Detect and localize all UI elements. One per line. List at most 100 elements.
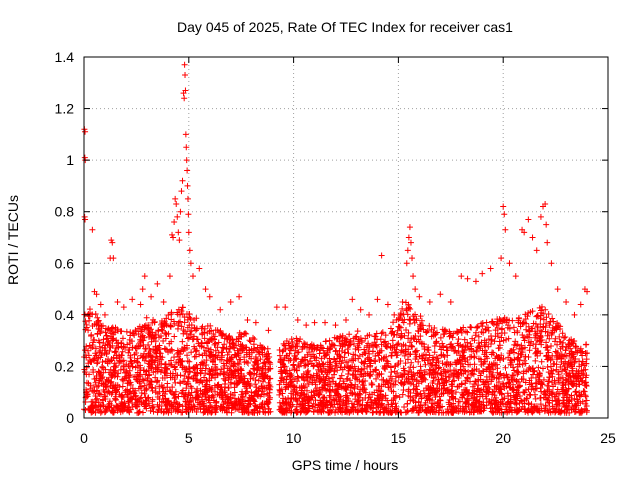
data-point — [533, 247, 540, 254]
data-point — [460, 363, 467, 370]
data-point — [528, 380, 535, 387]
data-point — [391, 311, 398, 318]
data-point — [496, 371, 503, 378]
data-point — [171, 395, 178, 402]
data-point — [141, 324, 148, 331]
data-point — [157, 332, 164, 339]
data-point — [374, 404, 381, 411]
data-point — [85, 405, 92, 412]
data-point — [199, 330, 206, 337]
data-point — [282, 405, 289, 412]
data-point — [166, 387, 173, 394]
data-point — [181, 61, 188, 68]
data-point — [320, 350, 327, 357]
data-point — [98, 408, 105, 415]
data-point — [239, 347, 246, 354]
data-point — [445, 374, 452, 381]
data-point — [170, 391, 177, 398]
data-point — [404, 356, 411, 363]
data-point — [457, 366, 464, 373]
data-point — [286, 367, 293, 374]
data-point — [307, 376, 314, 383]
data-point — [143, 314, 150, 321]
data-point — [184, 357, 191, 364]
data-point — [370, 348, 377, 355]
data-point — [95, 368, 102, 375]
data-point — [474, 324, 481, 331]
data-point — [244, 317, 251, 324]
data-point — [565, 385, 572, 392]
data-point — [570, 338, 577, 345]
data-point — [393, 403, 400, 410]
data-point — [115, 370, 122, 377]
data-point — [578, 377, 585, 384]
data-point — [435, 365, 442, 372]
data-point — [327, 359, 334, 366]
data-point — [106, 389, 113, 396]
data-point — [199, 367, 206, 374]
data-point — [543, 221, 550, 228]
data-point — [207, 402, 214, 409]
data-point — [294, 337, 301, 344]
data-point — [123, 328, 130, 335]
data-point — [110, 255, 117, 262]
data-point — [169, 370, 176, 377]
data-point — [150, 403, 157, 410]
data-point — [525, 339, 532, 346]
data-point — [303, 387, 310, 394]
data-point — [342, 349, 349, 356]
data-point — [552, 323, 559, 330]
data-point — [137, 301, 144, 308]
data-point — [373, 336, 380, 343]
data-point — [176, 237, 183, 244]
data-point — [122, 402, 129, 409]
data-point — [131, 390, 138, 397]
data-point — [96, 407, 103, 414]
data-point — [458, 380, 465, 387]
data-point — [534, 312, 541, 319]
data-point — [145, 330, 152, 337]
data-point — [259, 351, 266, 358]
data-point — [259, 384, 266, 391]
data-point — [171, 354, 178, 361]
data-point — [476, 403, 483, 410]
data-point — [459, 353, 466, 360]
data-point — [154, 345, 161, 352]
data-point — [187, 331, 194, 338]
data-point — [185, 389, 192, 396]
data-point — [298, 374, 305, 381]
data-point — [308, 341, 315, 348]
data-point — [359, 396, 366, 403]
data-point — [148, 379, 155, 386]
data-point — [410, 334, 417, 341]
data-point — [243, 381, 250, 388]
data-point — [529, 234, 536, 241]
data-point — [364, 332, 371, 339]
data-point — [401, 332, 408, 339]
data-point — [455, 359, 462, 366]
data-point — [413, 353, 420, 360]
data-point — [542, 200, 549, 207]
data-point — [329, 386, 336, 393]
data-point — [125, 346, 132, 353]
data-point — [92, 350, 99, 357]
data-point — [85, 327, 92, 334]
data-point — [562, 347, 569, 354]
data-point — [562, 333, 569, 340]
data-point — [537, 213, 544, 220]
data-point — [197, 370, 204, 377]
data-point — [201, 350, 208, 357]
data-point — [463, 389, 470, 396]
data-point — [292, 353, 299, 360]
data-point — [523, 326, 530, 333]
data-point — [398, 330, 405, 337]
data-point — [543, 339, 550, 346]
data-point — [316, 363, 323, 370]
data-point — [505, 335, 512, 342]
data-point — [524, 313, 531, 320]
data-point — [187, 383, 194, 390]
data-point — [176, 402, 183, 409]
data-point — [251, 361, 258, 368]
data-point — [266, 375, 273, 382]
data-point — [522, 353, 529, 360]
